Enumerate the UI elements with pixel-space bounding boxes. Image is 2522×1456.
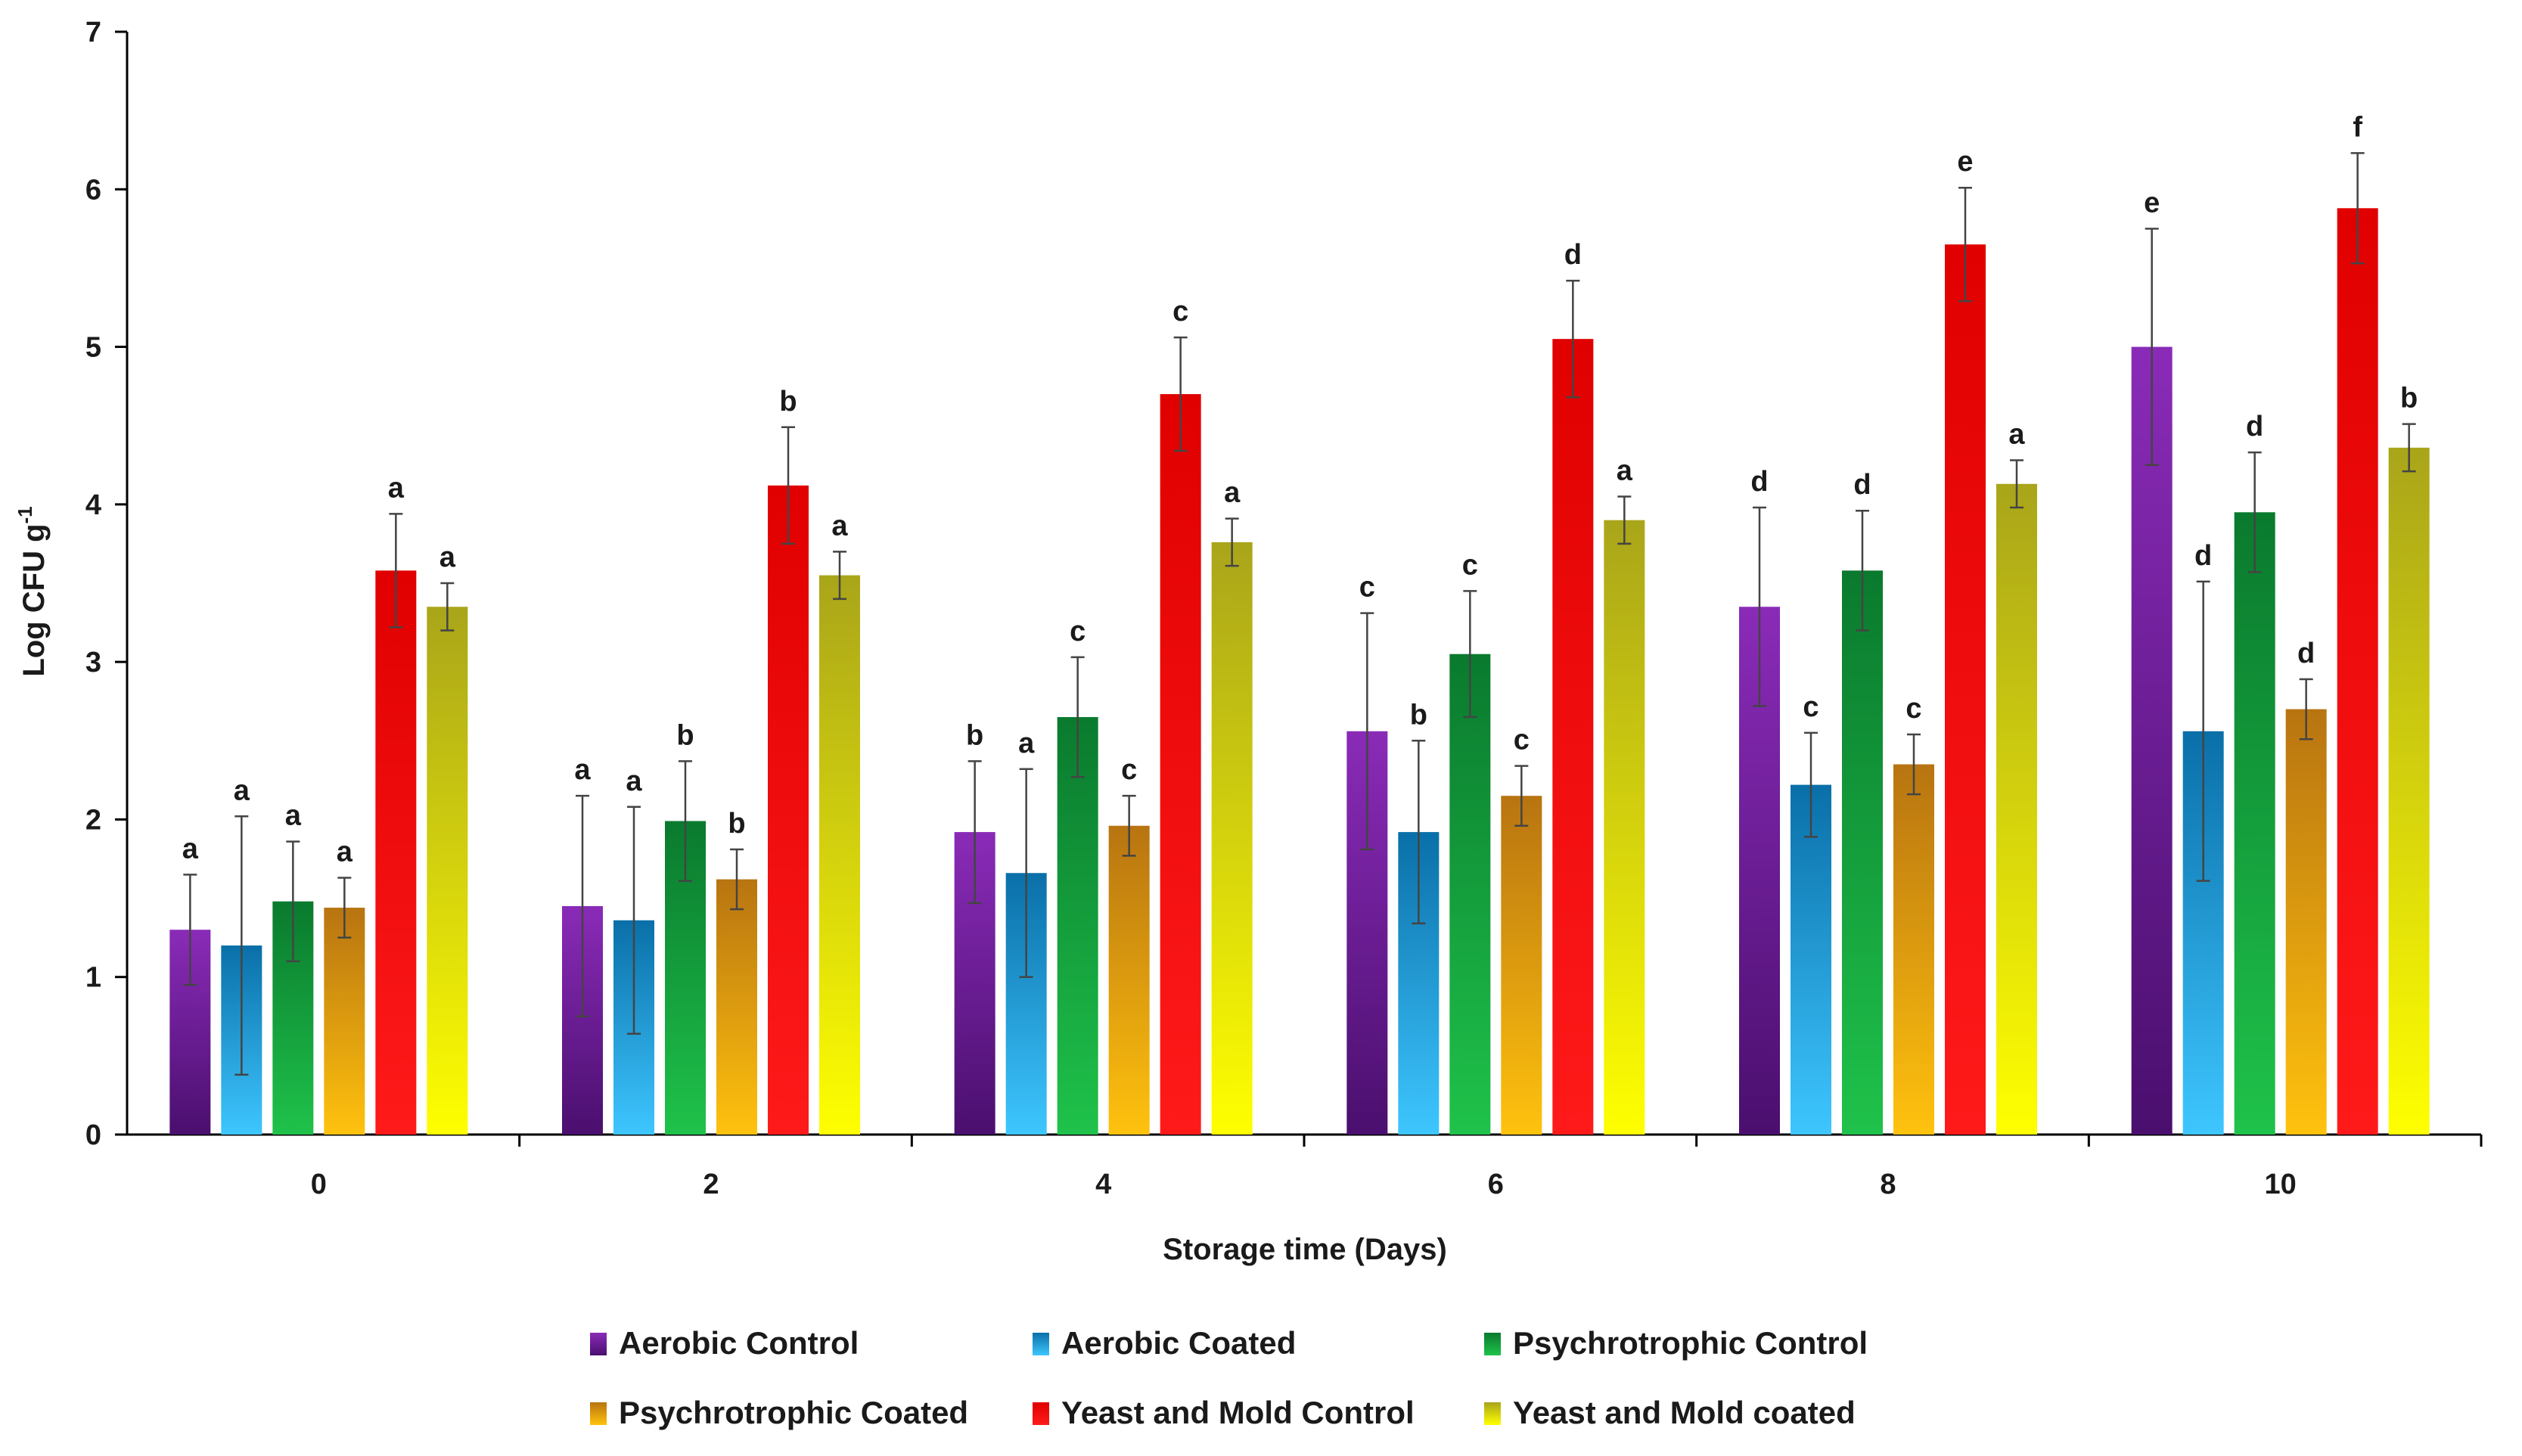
legend-item: Aerobic Control	[590, 1325, 859, 1361]
x-tick-label: 4	[1095, 1169, 1111, 1200]
y-tick-label: 1	[85, 962, 101, 994]
bar[interactable]	[1108, 825, 1150, 1135]
legend-swatch	[1033, 1333, 1049, 1355]
significance-letter: d	[1853, 469, 1871, 501]
x-tick-label: 2	[703, 1169, 719, 1200]
significance-letter: a	[182, 833, 199, 865]
bar[interactable]	[2131, 346, 2173, 1135]
legend-swatch	[1484, 1333, 1501, 1355]
legend-item: Yeast and Mold coated	[1484, 1395, 1856, 1430]
y-tick-label: 0	[85, 1119, 101, 1151]
legend-label: Psychrotrophic Coated	[619, 1395, 968, 1430]
significance-letter: a	[388, 472, 405, 504]
legend-label: Aerobic Coated	[1061, 1325, 1296, 1361]
significance-letter: a	[285, 800, 302, 832]
legend-item: Psychrotrophic Coated	[590, 1395, 968, 1430]
y-tick-label: 7	[85, 17, 101, 48]
significance-letter: a	[337, 836, 353, 868]
significance-letter: b	[676, 719, 694, 751]
legend-swatch	[590, 1402, 607, 1425]
significance-letter: b	[966, 719, 983, 751]
bar[interactable]	[2234, 512, 2275, 1135]
legend-item: Psychrotrophic Control	[1484, 1325, 1868, 1361]
significance-letter: e	[2144, 187, 2160, 219]
significance-letter: c	[1070, 616, 1086, 647]
y-tick-label: 5	[85, 332, 101, 364]
legend-swatch	[1484, 1402, 1501, 1425]
x-tick-label: 0	[311, 1169, 327, 1200]
bar[interactable]	[1449, 653, 1491, 1135]
legend-label: Yeast and Mold coated	[1513, 1395, 1856, 1430]
significance-letter: b	[728, 808, 745, 840]
bar[interactable]	[1945, 244, 1986, 1135]
x-tick-label: 6	[1488, 1169, 1504, 1200]
significance-letter: a	[439, 542, 456, 573]
significance-letter: a	[2008, 419, 2025, 451]
significance-letter: d	[1750, 466, 1768, 498]
plot-area: 0 1 2 3 4 5 6 7 0 a a a a a a 2 a a b b b a 4 b a c c c a 6 c b c c d a 8 d c d…	[85, 17, 2483, 1200]
bar[interactable]	[2337, 208, 2378, 1135]
significance-letter: c	[1514, 725, 1530, 756]
legend-swatch	[1033, 1402, 1049, 1425]
significance-letter: a	[574, 754, 591, 786]
bar[interactable]	[716, 879, 757, 1135]
bar[interactable]	[1893, 764, 1934, 1135]
significance-letter: a	[1617, 455, 1633, 486]
bar[interactable]	[375, 570, 417, 1135]
bar[interactable]	[1160, 394, 1201, 1135]
bar[interactable]	[1996, 483, 2037, 1135]
significance-letter: a	[234, 775, 250, 806]
y-tick-label: 4	[85, 489, 101, 521]
x-axis-title: Storage time (Days)	[1163, 1233, 1447, 1266]
legend-label: Aerobic Control	[619, 1325, 859, 1361]
bar[interactable]	[1791, 784, 1831, 1135]
legend-item: Yeast and Mold Control	[1033, 1395, 1415, 1430]
significance-letter: a	[1018, 728, 1035, 759]
significance-letter: c	[1905, 693, 1921, 725]
significance-letter: d	[2246, 411, 2263, 442]
bar[interactable]	[1057, 717, 1098, 1135]
significance-letter: d	[2297, 638, 2315, 669]
legend-item: Aerobic Coated	[1033, 1325, 1296, 1361]
significance-letter: a	[1224, 477, 1241, 509]
significance-letter: a	[626, 765, 642, 797]
bar[interactable]	[819, 575, 860, 1135]
significance-letter: a	[831, 510, 848, 542]
y-tick-label: 2	[85, 804, 101, 836]
legend: Aerobic Control Aerobic Coated Psychrotrop…	[590, 1325, 1868, 1430]
bar[interactable]	[2285, 709, 2327, 1135]
bar[interactable]	[1211, 542, 1253, 1135]
x-tick-label: 10	[2265, 1169, 2297, 1200]
bar[interactable]	[427, 607, 468, 1135]
significance-letter: d	[2194, 540, 2212, 572]
bar[interactable]	[1604, 520, 1645, 1135]
bar[interactable]	[2388, 447, 2430, 1135]
y-axis-title: Log CFU g-1	[14, 506, 51, 676]
bar[interactable]	[1552, 339, 1594, 1135]
significance-letter: c	[1121, 754, 1137, 786]
y-tick-label: 3	[85, 647, 101, 678]
significance-letter: c	[1172, 296, 1188, 328]
legend-label: Psychrotrophic Control	[1513, 1325, 1868, 1361]
significance-letter: c	[1359, 572, 1375, 604]
significance-letter: c	[1462, 549, 1478, 581]
significance-letter: b	[1410, 699, 1427, 731]
legend-swatch	[590, 1333, 607, 1355]
significance-letter: f	[2353, 111, 2362, 143]
significance-letter: b	[779, 386, 797, 418]
bar[interactable]	[1501, 796, 1542, 1135]
y-tick-label: 6	[85, 174, 101, 206]
legend-label: Yeast and Mold Control	[1061, 1395, 1415, 1430]
bar[interactable]	[1842, 570, 1883, 1135]
significance-letter: d	[1564, 239, 1582, 271]
significance-letter: e	[1957, 146, 1973, 178]
significance-letter: c	[1803, 691, 1819, 723]
bar[interactable]	[768, 485, 809, 1135]
x-tick-label: 8	[1880, 1169, 1896, 1200]
bar[interactable]	[324, 908, 365, 1135]
significance-letter: b	[2400, 383, 2418, 414]
